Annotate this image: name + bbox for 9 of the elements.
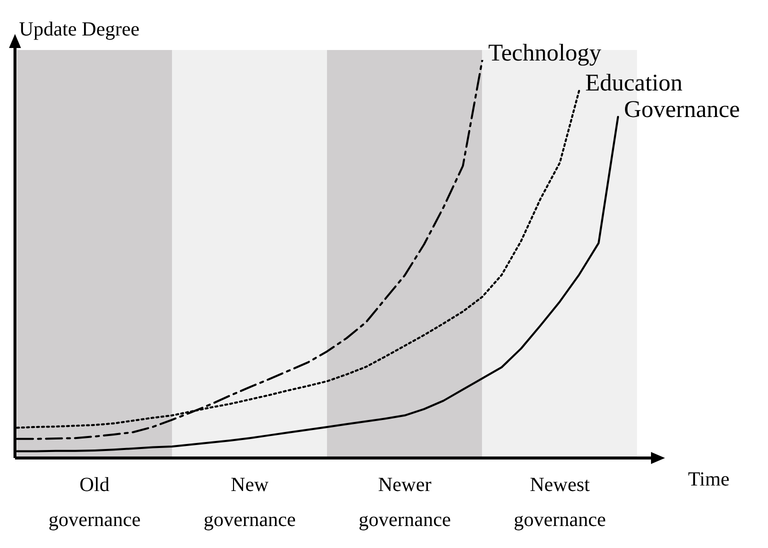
y-axis-title: Update Degree	[19, 18, 140, 40]
x-tick-label: Old governance	[48, 474, 141, 531]
series-label: Governance	[624, 97, 740, 124]
x-axis-title: Time	[688, 468, 730, 490]
series-label: Education	[585, 70, 683, 97]
x-tick-label: New governance	[204, 474, 296, 531]
x-tick-label: Newer governance	[358, 474, 451, 531]
x-tick-label: Newest governance	[514, 474, 606, 531]
series-label: Technology	[488, 40, 602, 66]
